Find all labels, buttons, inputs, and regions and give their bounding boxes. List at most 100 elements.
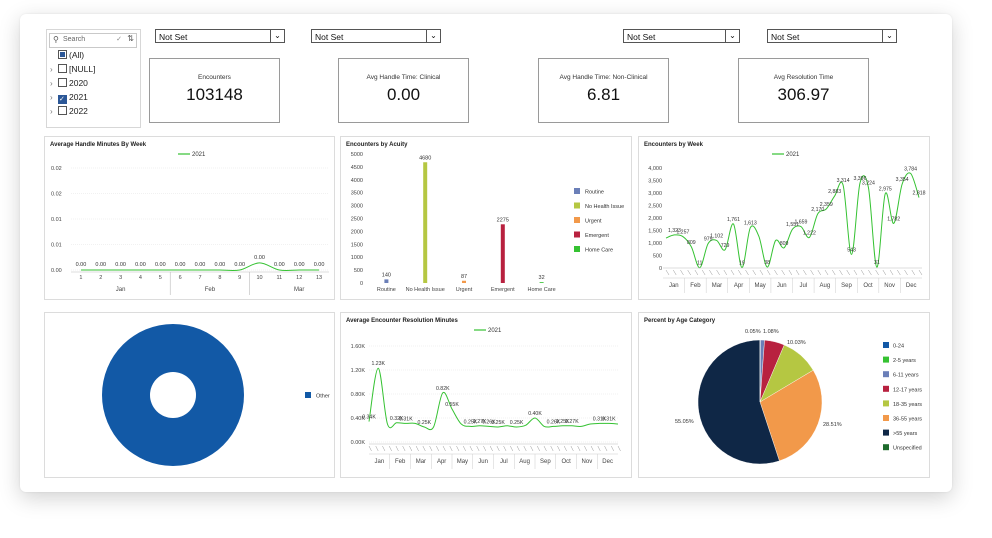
x-tick-mark xyxy=(597,445,601,452)
panel-age: Percent by Age Category 0.05% 1.08% 10.03%… xyxy=(638,312,930,478)
chevron-right-icon[interactable]: › xyxy=(50,93,53,102)
x-tick-mark xyxy=(897,269,901,276)
filter-dropdown-4[interactable]: Not Set ⌄ xyxy=(767,29,897,43)
legend-label: 36-55 years xyxy=(893,417,922,423)
data-label: 0.00 xyxy=(314,262,325,268)
legend-swatch xyxy=(883,400,889,407)
bar xyxy=(500,224,505,283)
filter-dropdown-2[interactable]: Not Set ⌄ xyxy=(311,29,441,43)
legend-label: No Health Issue xyxy=(585,204,624,210)
month-label: Feb xyxy=(205,287,216,293)
slicer-item[interactable]: (All) xyxy=(50,49,84,61)
x-tick-label: 6 xyxy=(179,275,182,281)
x-tick-label: 13 xyxy=(316,275,322,281)
legend-label: 2021 xyxy=(786,152,800,158)
x-tick-mark xyxy=(584,445,588,452)
slicer-item[interactable]: › 2022 xyxy=(50,105,88,117)
series-line xyxy=(80,262,320,272)
data-label: 0.27K xyxy=(565,419,579,425)
data-label: 1,761 xyxy=(727,217,740,223)
slicer-search-box[interactable]: ⚲ Search ✓ ⇅ xyxy=(49,33,137,48)
x-tick-mark xyxy=(449,445,453,452)
data-label: 979 xyxy=(704,237,713,243)
x-tick-mark xyxy=(810,269,814,276)
checkbox[interactable] xyxy=(58,78,67,87)
data-label: 0.55K xyxy=(445,402,459,408)
data-label: 0.00 xyxy=(95,262,106,268)
donut-chart: Other xyxy=(102,324,330,466)
chevron-down-icon[interactable]: ⌄ xyxy=(270,30,284,42)
slicer-item[interactable]: › ✓ 2021 xyxy=(50,91,88,104)
bar xyxy=(423,162,428,283)
y-tick-label: 3000 xyxy=(351,204,363,210)
x-tick-mark xyxy=(570,445,574,452)
x-tick-label: 5 xyxy=(159,275,162,281)
x-tick-label: Home Care xyxy=(528,287,556,293)
checkbox[interactable] xyxy=(58,64,67,73)
month-label: Mar xyxy=(416,459,426,465)
x-tick-mark xyxy=(730,269,735,276)
data-label: 55.05% xyxy=(675,419,694,425)
donut-hole xyxy=(150,372,196,418)
slicer-item[interactable]: › 2020 xyxy=(50,77,88,89)
data-label: 0.00 xyxy=(254,255,265,261)
y-tick-label: 4,000 xyxy=(648,166,662,172)
x-tick-mark xyxy=(904,269,908,276)
card-label: Avg Resolution Time xyxy=(773,74,834,81)
data-label: 3,224 xyxy=(862,180,875,186)
x-tick-mark xyxy=(442,445,446,452)
legend-label: 2021 xyxy=(488,328,502,334)
filter-dropdown-1[interactable]: Not Set ⌄ xyxy=(155,29,285,43)
chevron-down-icon[interactable]: ⌄ xyxy=(426,30,440,42)
y-tick-label: 0.01 xyxy=(51,217,62,223)
legend-label: Urgent xyxy=(585,219,602,225)
y-tick-label: 1.60K xyxy=(351,344,366,350)
chevron-right-icon[interactable]: › xyxy=(50,107,53,116)
x-tick-mark xyxy=(469,445,473,452)
chevron-right-icon[interactable]: › xyxy=(50,65,53,74)
data-label: 1,551 xyxy=(786,222,799,228)
check-icon[interactable]: ✓ xyxy=(116,36,122,43)
chevron-down-icon[interactable]: ⌄ xyxy=(725,30,739,42)
x-tick-mark xyxy=(557,445,561,452)
chart-title: Encounters by Acuity xyxy=(346,142,408,148)
data-label: 11 xyxy=(697,261,702,267)
month-label: Jul xyxy=(799,283,807,289)
x-tick-mark xyxy=(665,269,670,276)
slicer-item[interactable]: › [NULL] xyxy=(50,63,95,75)
x-tick-mark xyxy=(409,445,413,452)
month-label: Feb xyxy=(690,283,701,289)
data-label: 1.08% xyxy=(763,329,779,335)
y-tick-label: 2,500 xyxy=(648,204,662,210)
checkbox[interactable] xyxy=(58,106,67,115)
data-label: 10.03% xyxy=(787,340,806,346)
x-tick-mark xyxy=(577,445,581,452)
chart-title: Encounters by Week xyxy=(644,142,703,148)
data-label: 1,222 xyxy=(803,230,816,236)
filter-dropdown-3[interactable]: Not Set ⌄ xyxy=(623,29,740,43)
checkbox[interactable]: ✓ xyxy=(58,95,67,104)
data-label: 3,354 xyxy=(896,177,909,183)
panel-donut: Other xyxy=(44,312,335,478)
checkbox[interactable] xyxy=(58,50,67,59)
data-label: 0.31K xyxy=(593,416,607,422)
month-label: Nov xyxy=(884,283,895,289)
month-label: Aug xyxy=(820,283,831,289)
chevron-down-icon[interactable]: ⌄ xyxy=(882,30,896,42)
data-label: 0.00 xyxy=(155,262,166,268)
x-tick-mark xyxy=(563,445,567,452)
data-label: 0.00 xyxy=(234,262,245,268)
data-label: 1,659 xyxy=(794,220,807,226)
search-icon: ⚲ xyxy=(53,35,59,44)
y-tick-label: 1,500 xyxy=(648,229,662,235)
slicer-search-input[interactable]: Search xyxy=(63,36,86,43)
month-label: Aug xyxy=(519,459,530,465)
data-label: 1.23K xyxy=(371,361,385,367)
panel-resolution: Average Encounter Resolution Minutes 202… xyxy=(340,312,632,478)
y-tick-label: 2000 xyxy=(351,229,363,235)
sort-icon[interactable]: ⇅ xyxy=(127,34,134,43)
data-label: 28.51% xyxy=(823,422,842,428)
data-label: 0.00 xyxy=(115,262,126,268)
chevron-right-icon[interactable]: › xyxy=(50,79,53,88)
data-label: 87 xyxy=(461,274,467,280)
